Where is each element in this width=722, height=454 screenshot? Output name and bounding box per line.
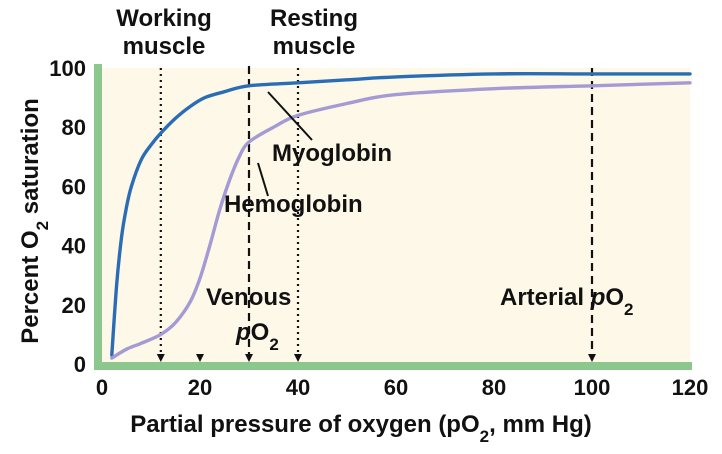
x-tick-label: 20 — [188, 375, 212, 400]
y-tick-label: 80 — [62, 115, 86, 140]
reference-arrow-30 — [245, 354, 253, 362]
venous-po2-label: pO2 — [235, 319, 279, 354]
arterial-po2-label: Arterial pO2 — [500, 284, 634, 319]
hemoglobin-label: Hemoglobin — [224, 191, 363, 218]
tick-marker-20 — [196, 354, 204, 362]
x-axis-bar — [94, 362, 692, 370]
x-tick-label: 40 — [286, 375, 310, 400]
y-axis-bar — [94, 64, 102, 370]
hemoglobin-leader-line — [257, 162, 269, 197]
reference-arrow-100 — [588, 354, 596, 362]
y-tick-label: 0 — [74, 352, 86, 377]
reference-arrow-40 — [294, 354, 302, 362]
plot-background — [102, 68, 690, 364]
x-tick-label: 100 — [574, 375, 611, 400]
x-tick-label: 120 — [672, 375, 709, 400]
venous-label: Venous — [206, 284, 291, 311]
x-tick-label: 60 — [384, 375, 408, 400]
y-axis-title: Percent O2 saturation — [17, 98, 52, 344]
reference-arrow-12 — [156, 354, 165, 362]
x-axis-title: Partial pressure of oxygen (pO2, mm Hg) — [130, 411, 592, 446]
y-tick-label: 40 — [62, 234, 86, 259]
series-line-hemoglobin — [110, 81, 692, 360]
myoglobin-leader-line — [267, 91, 313, 141]
resting-muscle-label: Resting muscle — [270, 5, 358, 60]
series-line-myoglobin — [110, 71, 692, 357]
x-tick-label: 0 — [96, 375, 108, 400]
y-tick-label: 100 — [49, 56, 86, 81]
working-muscle-label: Working muscle — [116, 5, 212, 60]
y-tick-label: 20 — [62, 293, 86, 318]
myoglobin-label: Myoglobin — [272, 140, 392, 167]
x-tick-label: 80 — [482, 375, 506, 400]
y-tick-label: 60 — [62, 174, 86, 199]
